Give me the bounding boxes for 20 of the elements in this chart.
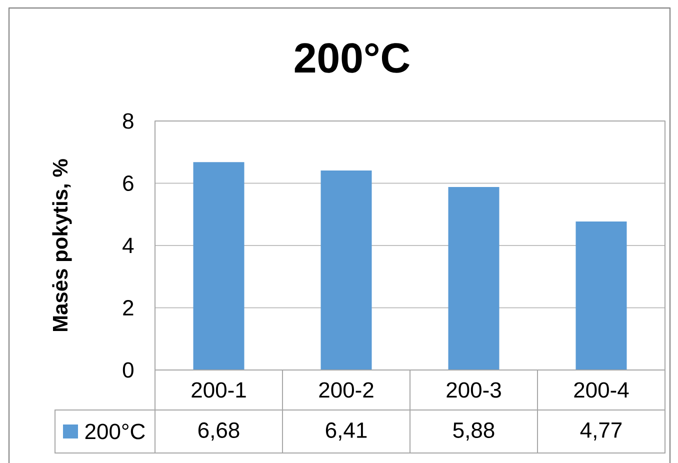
y-tick-label: 8 xyxy=(123,113,134,129)
bar xyxy=(448,186,500,370)
x-tick-label: 200-1 xyxy=(192,382,246,398)
chart-title: 200°C xyxy=(294,43,410,73)
bar xyxy=(320,170,372,370)
y-tick-label: 4 xyxy=(122,238,134,254)
x-tick-label: 200-2 xyxy=(319,382,374,398)
data-label: 6,68 xyxy=(198,422,240,441)
y-tick-label: 2 xyxy=(123,300,134,316)
y-tick-label: 0 xyxy=(122,362,134,378)
bar xyxy=(193,162,244,370)
data-label: 4,77 xyxy=(580,422,622,440)
x-tick-label: 200-3 xyxy=(446,382,501,398)
data-label: 6,41 xyxy=(326,422,367,441)
y-tick-label: 6 xyxy=(123,175,134,192)
x-tick-label: 200-4 xyxy=(574,382,629,398)
legend-label: 200°C xyxy=(85,424,145,440)
data-label: 5,88 xyxy=(453,422,494,441)
bar xyxy=(576,222,627,370)
y-axis-title: Masės pokytis, % xyxy=(52,159,72,332)
